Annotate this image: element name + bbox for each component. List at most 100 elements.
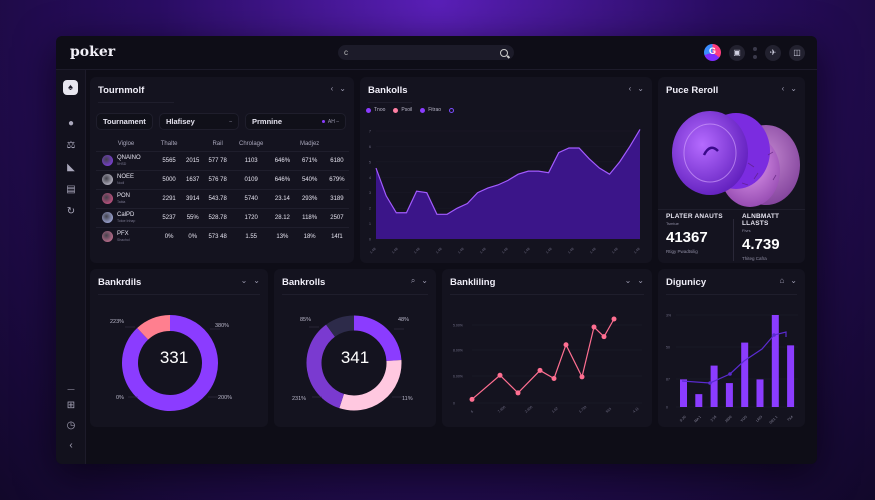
bar-chart: 0 87 50 3% 0.20 MA 1 2'16 2830 YOS LRO GE1 1 7X4 — [666, 314, 798, 425]
legend-item[interactable]: Tnoo — [366, 107, 385, 113]
premium-filter[interactable]: Prmnine AH – — [245, 113, 346, 130]
user-avatar[interactable]: G — [704, 44, 721, 61]
svg-text:1.48: 1.48 — [611, 247, 619, 255]
svg-text:1.48: 1.48 — [369, 247, 377, 255]
tournament-filter[interactable]: Tournament — [96, 113, 153, 130]
svg-text:0: 0 — [453, 402, 455, 406]
chevron-down-icon[interactable]: ⌄ — [790, 276, 797, 285]
chip-card: Puce Reroll ‹ ⌄ PLATER ANAUTS Tsmtue 413… — [658, 77, 805, 263]
chevron-left-icon[interactable]: ‹ — [330, 84, 334, 93]
svg-text:6: 6 — [369, 145, 371, 149]
player-avatar — [102, 193, 113, 204]
activity-icon[interactable]: ✈ — [765, 44, 781, 61]
donut-card-2: Bankrolls ⌕ ⌄ 341 85% 48% 231% 11% — [274, 269, 436, 427]
aligned-lasts-metric: ALNBMATT LLASTS Fivrs 4.739 Thiteg Cafra — [742, 213, 780, 261]
svg-text:1.62: 1.62 — [551, 406, 559, 413]
svg-text:3%: 3% — [666, 314, 671, 318]
svg-text:2.800: 2.800 — [524, 405, 533, 414]
briefcase-icon[interactable]: ▤ — [66, 184, 76, 195]
bus-icon[interactable]: ⊞ — [66, 400, 76, 411]
chevron-down-icon[interactable]: ⌄ — [624, 276, 632, 285]
chevron-down-icon[interactable]: ⌄ — [421, 276, 428, 285]
chevron-down-icon[interactable]: ⌄ — [790, 84, 797, 93]
collapse-icon[interactable]: ‹ — [69, 440, 73, 451]
book-icon[interactable]: ◫ — [789, 44, 805, 61]
search-icon[interactable]: ⌕ — [410, 276, 416, 285]
player-avatar — [102, 174, 113, 185]
donut-chart — [306, 315, 404, 411]
svg-text:7.800: 7.800 — [497, 405, 506, 414]
poker-chips-illustration — [672, 111, 800, 207]
svg-text:LRO: LRO — [755, 415, 763, 423]
chevron-down-icon[interactable]: ⌄ — [240, 276, 248, 285]
svg-text:0: 0 — [369, 238, 371, 242]
line-chart-card: Bankliling ⌄ ⌄ 0 6.00% 8.00% 5.00% 6 7.800 2.8… — [442, 269, 652, 427]
table-row[interactable]: NOEE Nodl 5000 1637 576 78 0109 646% 540% 679% — [96, 169, 349, 189]
svg-text:1.48: 1.48 — [545, 247, 553, 255]
lock-icon[interactable]: ⌂ — [779, 276, 785, 285]
player-avatar — [102, 155, 113, 166]
chevron-down-icon[interactable]: ⌄ — [637, 84, 644, 93]
more-vertical-icon[interactable] — [753, 46, 757, 59]
card-title: Bankrdils — [98, 277, 142, 288]
metrics-row — [658, 209, 805, 269]
history-filter[interactable]: Hlafisey – — [159, 113, 239, 130]
svg-text:1.48: 1.48 — [413, 247, 421, 255]
search-input[interactable]: c — [338, 45, 514, 60]
table-row[interactable]: PFX Shachol 0% 0% 573 48 1.55 13% 18% 14f1 — [96, 226, 349, 246]
svg-text:563: 563 — [605, 407, 612, 414]
chips-stack-icon[interactable]: ⚖ — [66, 140, 76, 151]
svg-text:1.48: 1.48 — [501, 247, 509, 255]
legend-item[interactable] — [449, 107, 457, 113]
area-chart: 0 1 2 3 4 5 6 7 1.48 1.48 1.48 1.48 1.48 1.48 1.48 1.48… — [369, 129, 641, 255]
svg-text:4: 4 — [369, 176, 371, 180]
chevron-down-icon[interactable]: ⌄ — [637, 276, 644, 285]
legend-item[interactable]: Psoil — [393, 107, 412, 113]
svg-text:1.48: 1.48 — [435, 247, 443, 255]
clock-icon[interactable]: ◷ — [66, 420, 76, 431]
svg-text:87: 87 — [666, 378, 670, 382]
svg-text:8.00%: 8.00% — [453, 349, 463, 353]
chevron-down-icon[interactable]: ⌄ — [253, 276, 260, 285]
app-window: poker c G ▣ ✈ ◫ ♠ ● ⚖ ◣ ▤ ↻ — ⊞ ◷ ‹ Tour… — [56, 36, 817, 464]
donut-center-value: 331 — [159, 348, 189, 367]
card-title: Bankolls — [368, 85, 408, 96]
sidebar-logo-icon[interactable]: ♠ — [63, 80, 78, 95]
donut-card-1: Bankrdils ⌄ ⌄ 331 223% 380% 0% 200% — [90, 269, 268, 427]
timer-icon[interactable]: ↻ — [66, 206, 76, 217]
table-row[interactable]: CalPD Totoe Inhap 5237 55% 528.78 1720 28.12 11… — [96, 207, 349, 227]
search-prefix-icon: c — [344, 48, 348, 57]
chevron-left-icon[interactable]: ‹ — [781, 84, 785, 93]
table-row[interactable]: QNAINO 5HSD 5565 2015 577 78 1103 646% 671% 6180 — [96, 150, 349, 170]
image-icon[interactable]: ▣ — [729, 44, 745, 61]
svg-text:50: 50 — [666, 346, 670, 350]
svg-text:4.11: 4.11 — [632, 406, 640, 413]
svg-text:7: 7 — [369, 130, 371, 134]
svg-text:5: 5 — [369, 160, 371, 164]
card-title: Puce Reroll — [666, 85, 719, 96]
chart-icon[interactable]: ◣ — [67, 162, 75, 173]
svg-text:7X4: 7X4 — [787, 415, 794, 422]
donut-center-value: 341 — [340, 348, 370, 367]
chevron-down-icon[interactable]: ⌄ — [339, 84, 346, 93]
tournament-card: Tournmolf ‹ ⌄ Tournament Hlafisey – Prmni… — [90, 77, 354, 263]
svg-text:GE1 1: GE1 1 — [769, 415, 779, 425]
card-title: Tournmolf — [98, 85, 145, 96]
bankrolls-area-card: Bankolls ‹ ⌄ Tnoo Psoil Fitrao 0 1 2 3 4 5 6 7 1.4… — [360, 77, 652, 263]
card-title: Digunicy — [666, 277, 707, 288]
svg-text:1: 1 — [369, 222, 371, 226]
tournament-table: Vigloe Thalte Rail Chrolage Madjez QNAIN… — [96, 137, 349, 246]
legend-item[interactable]: Fitrao — [420, 107, 441, 113]
svg-text:2'16: 2'16 — [710, 415, 717, 422]
svg-text:1.48: 1.48 — [589, 247, 597, 255]
money-bag-icon[interactable]: ● — [67, 118, 75, 129]
line-chart: 0 6.00% 8.00% 5.00% 6 7.800 2.800 1.62 1.739 563 4… — [453, 316, 642, 414]
chevron-left-icon[interactable]: ‹ — [628, 84, 632, 93]
minus-icon: — — [67, 386, 75, 393]
table-row[interactable]: PON Tabia 2291 3914 543.78 5740 23.14 293% 3189 — [96, 188, 349, 208]
search-icon[interactable] — [500, 48, 508, 57]
player-avatar — [102, 212, 113, 223]
svg-text:1.48: 1.48 — [391, 247, 399, 255]
svg-text:2: 2 — [369, 207, 371, 211]
donut-chart — [122, 315, 220, 411]
